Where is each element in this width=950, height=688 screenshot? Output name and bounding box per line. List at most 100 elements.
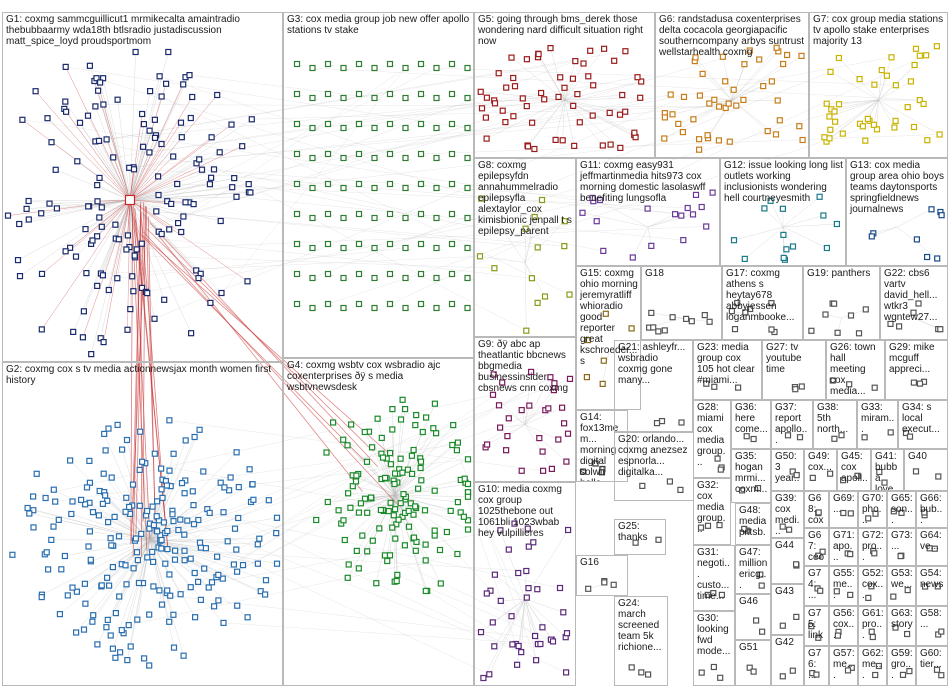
- edge: [770, 200, 784, 228]
- vertex-node: [639, 482, 646, 489]
- vertex-node: [847, 510, 854, 517]
- vertex-node: [827, 126, 834, 133]
- vertex-node: [309, 184, 316, 192]
- vertex-node: [400, 491, 407, 498]
- vertex-node: [208, 134, 215, 141]
- vertex-node: [164, 587, 171, 594]
- edge: [129, 196, 237, 201]
- vertex-node: [556, 584, 564, 592]
- edge: [782, 226, 794, 247]
- group-panel-g17: G17: coxmg athens s heytay678 abbyjessen…: [722, 266, 803, 340]
- edge: [582, 212, 649, 228]
- vertex-node: [133, 549, 141, 556]
- vertex-node: [112, 221, 119, 228]
- edge: [95, 60, 576, 142]
- edge: [86, 199, 131, 274]
- group-label: G14: fox13mem... morning digital solwii …: [580, 412, 619, 481]
- vertex-node: [150, 521, 157, 529]
- group-label: G65: son...: [891, 493, 916, 526]
- vertex-node: [839, 477, 847, 484]
- group-panel-g21: G21: ashleyfr... wsbradio coxmg gone man…: [614, 340, 693, 432]
- vertex-node: [862, 137, 869, 144]
- vertex-node: [833, 220, 841, 228]
- vertex-node: [666, 478, 674, 485]
- vertex-node: [464, 64, 471, 72]
- edge: [129, 103, 729, 168]
- vertex-node: [239, 143, 246, 150]
- edge: [834, 99, 879, 112]
- group-label: G68: cox...: [808, 493, 824, 527]
- group-label: G45: cox apoll...: [841, 451, 868, 491]
- vertex-node: [601, 579, 608, 586]
- vertex-node: [552, 136, 559, 143]
- vertex-node: [402, 184, 409, 192]
- edge: [427, 590, 519, 647]
- vertex-node: [371, 304, 378, 312]
- vertex-node: [234, 602, 241, 609]
- edge: [896, 226, 938, 259]
- vertex-node: [671, 211, 679, 218]
- vertex-node: [139, 458, 146, 465]
- edge: [494, 598, 526, 647]
- vertex-node: [178, 134, 185, 141]
- vertex-node: [559, 137, 566, 144]
- edge: [82, 199, 131, 338]
- vertex-node: [196, 539, 204, 546]
- vertex-node: [783, 246, 790, 253]
- vertex-node: [696, 92, 704, 99]
- vertex-node: [166, 226, 173, 233]
- group-label: G18: [645, 268, 664, 279]
- vertex-node: [207, 299, 214, 306]
- vertex-node: [170, 153, 177, 160]
- edge: [28, 199, 131, 220]
- group-panel-g35: G35: hogan mrmi... coxm...: [731, 449, 771, 503]
- edge: [564, 99, 626, 112]
- group-label: G22: cbs6 vartv david_hell... wtkr3 wgnt…: [884, 268, 941, 323]
- vertex-node: [892, 82, 900, 89]
- edge: [103, 433, 151, 541]
- vertex-node: [101, 430, 108, 437]
- vertex-node: [669, 111, 676, 118]
- vertex-node: [174, 180, 181, 188]
- vertex-node: [704, 132, 711, 139]
- edge: [100, 199, 131, 339]
- group-label: G28: miami cox media group...: [697, 402, 728, 468]
- vertex-node: [706, 100, 713, 107]
- vertex-node: [902, 429, 910, 437]
- vertex-node: [146, 149, 153, 156]
- vertex-node: [433, 124, 440, 132]
- vertex-node: [69, 584, 76, 591]
- vertex-node: [374, 415, 381, 422]
- group-label: G46: [739, 596, 758, 607]
- vertex-node: [105, 425, 112, 432]
- group-label: G49: cox...: [808, 451, 833, 473]
- vertex-node: [93, 75, 100, 82]
- vertex-node: [379, 454, 387, 461]
- edge: [693, 99, 733, 120]
- vertex-node: [349, 483, 356, 490]
- edge: [486, 99, 565, 139]
- vertex-node: [898, 509, 905, 516]
- vertex-node: [112, 654, 119, 661]
- edge: [394, 459, 469, 496]
- group-panel-g5: G5: going through bms_derek those wonder…: [474, 12, 655, 158]
- edge: [149, 539, 258, 564]
- vertex-node: [96, 174, 103, 181]
- vertex-node: [392, 506, 399, 513]
- vertex-node: [364, 548, 371, 555]
- vertex-node: [309, 64, 316, 72]
- edge: [651, 312, 682, 319]
- vertex-node: [412, 503, 419, 510]
- vertex-node: [309, 124, 316, 132]
- vertex-node: [752, 617, 760, 624]
- edge: [492, 394, 526, 425]
- edge: [394, 442, 459, 496]
- vertex-node: [149, 548, 156, 556]
- edge: [564, 99, 575, 146]
- vertex-node: [151, 134, 159, 141]
- vertex-node: [371, 64, 378, 72]
- vertex-node: [149, 503, 156, 510]
- vertex-node: [523, 102, 530, 110]
- vertex-node: [348, 421, 355, 428]
- vertex-node: [340, 517, 347, 524]
